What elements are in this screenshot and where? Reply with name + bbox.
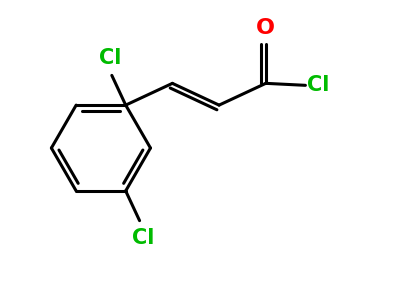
Text: Cl: Cl bbox=[132, 228, 155, 248]
Text: O: O bbox=[256, 18, 275, 38]
Text: Cl: Cl bbox=[99, 48, 121, 68]
Text: Cl: Cl bbox=[307, 75, 330, 95]
